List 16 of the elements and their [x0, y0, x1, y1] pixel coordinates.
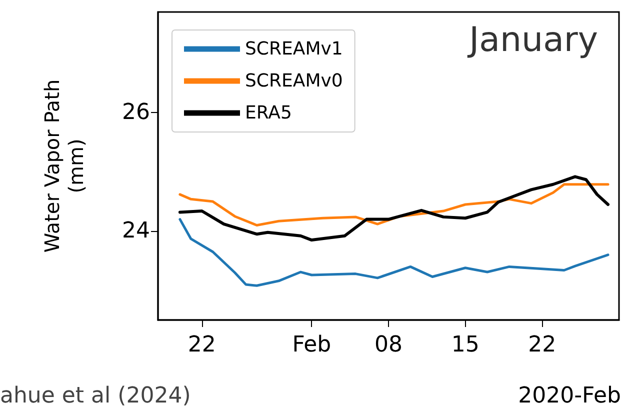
x-tick-label: 08 — [374, 332, 402, 358]
x-tick-label: 15 — [451, 332, 480, 358]
chart-title: January — [467, 20, 598, 60]
line-series — [178, 218, 610, 287]
line-series — [178, 175, 610, 242]
text: ahue et al (2024) — [0, 384, 191, 408]
y-axis-title: Water Vapor Path (mm) — [40, 79, 88, 253]
x-tick-label: Feb — [292, 332, 332, 358]
legend-label: SCREAMv1 — [245, 38, 343, 60]
x-tick-label: 22 — [528, 332, 556, 358]
y-tick-label: 24 — [122, 218, 150, 244]
y-tick-label: 26 — [122, 100, 150, 126]
legend-label: SCREAMv0 — [245, 70, 343, 92]
x-axis-title: 2020-Feb — [518, 384, 622, 408]
legend-label: ERA5 — [245, 102, 292, 124]
x-tick-label: 22 — [188, 332, 216, 358]
